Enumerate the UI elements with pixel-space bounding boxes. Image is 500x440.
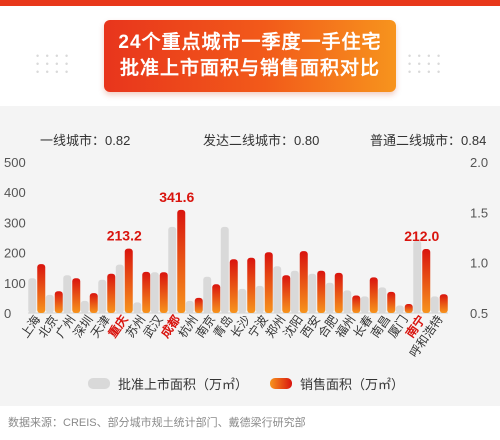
bar-sales-合肥: [334, 272, 343, 313]
legend-sales-label: 销售面积（万㎡）: [300, 377, 405, 392]
bar-sales-武汉: [159, 272, 168, 313]
bar-approved-长沙: [238, 288, 247, 313]
legend-approved-label: 批准上市面积（万㎡）: [118, 377, 249, 392]
summary-tier1: 一线城市：0.82: [40, 133, 131, 148]
bar-sales-天津: [107, 273, 116, 313]
top-accent-bar: [0, 0, 500, 6]
y-tick-label: 0: [4, 306, 11, 321]
bar-approved-天津: [98, 279, 107, 313]
bar-approved-北京: [45, 294, 54, 313]
bar-sales-青岛: [229, 259, 238, 313]
title-line-1: 24个重点城市一季度一手住宅: [118, 32, 382, 53]
bar-approved-重庆: [115, 264, 124, 313]
bar-approved-长春: [360, 296, 369, 313]
data-source-note: 数据来源：CREIS、部分城市规土统计部门、戴德梁行研究部: [8, 417, 306, 429]
bar-sales-北京: [54, 291, 63, 313]
bar-sales-西安: [317, 270, 326, 313]
data-label-重庆: 213.2: [107, 228, 142, 244]
summary-developed-tier2: 发达二线城市：0.80: [203, 133, 320, 148]
bar-sales-沈阳: [299, 251, 308, 313]
bar-approved-青岛: [220, 226, 229, 313]
bar-approved-合肥: [325, 282, 334, 313]
y2-tick-label: 0.5: [470, 306, 488, 321]
y-tick-label: 200: [4, 246, 26, 261]
bar-approved-福州: [343, 290, 352, 313]
bar-sales-福州: [352, 295, 361, 313]
bar-approved-南宁: [413, 240, 422, 313]
bar-sales-呼和浩特: [439, 294, 448, 313]
bar-approved-深圳: [80, 300, 89, 313]
decorative-dots-left: • • • • • • • • • • • •: [36, 51, 71, 77]
bar-sales-长春: [369, 277, 378, 313]
bar-approved-广州: [63, 275, 72, 313]
title-line-2: 批准上市面积与销售面积对比: [119, 58, 380, 79]
bar-sales-广州: [72, 278, 81, 313]
data-label-成都: 341.6: [159, 189, 194, 205]
bar-sales-成都: [177, 209, 186, 313]
legend-sales: 销售面积（万㎡）: [270, 374, 404, 393]
bar-approved-成都: [168, 226, 177, 313]
bar-sales-南京: [212, 284, 221, 313]
bar-sales-重庆: [124, 248, 133, 313]
bar-approved-杭州: [185, 300, 194, 313]
bar-sales-上海: [37, 264, 46, 313]
y2-tick-label: 1.5: [470, 205, 488, 220]
title-banner: 24个重点城市一季度一手住宅 批准上市面积与销售面积对比: [104, 20, 396, 92]
bar-sales-宁波: [264, 252, 273, 313]
legend-approved: 批准上市面积（万㎡）: [88, 374, 248, 393]
y2-tick-label: 1.0: [470, 256, 488, 271]
bar-approved-西安: [308, 273, 317, 313]
bar-sales-杭州: [194, 297, 203, 313]
bar-sales-苏州: [142, 271, 151, 313]
y2-tick-label: 2.0: [470, 155, 488, 170]
bar-sales-深圳: [89, 293, 98, 313]
bar-approved-沈阳: [290, 270, 299, 313]
summary-regular-tier2: 普通二线城市：0.84: [370, 133, 487, 148]
bar-sales-郑州: [282, 275, 291, 313]
bar-approved-呼和浩特: [430, 296, 439, 313]
bar-approved-宁波: [255, 285, 264, 313]
bar-approved-苏州: [133, 302, 142, 313]
legend-sales-swatch: [270, 378, 292, 389]
data-label-南宁: 212.0: [404, 228, 439, 244]
bar-approved-厦门: [395, 305, 404, 313]
decorative-dots-right: • • • • • • • • • • • •: [408, 51, 443, 77]
bar-approved-南京: [203, 276, 212, 313]
y-tick-label: 100: [4, 276, 26, 291]
y-tick-label: 300: [4, 215, 26, 230]
bar-sales-南昌: [387, 291, 396, 313]
bar-approved-郑州: [273, 266, 282, 313]
bar-approved-上海: [28, 278, 37, 313]
legend-approved-swatch: [88, 378, 110, 389]
bar-approved-南昌: [378, 287, 387, 313]
bar-sales-厦门: [404, 303, 413, 313]
bar-sales-南宁: [422, 248, 431, 313]
y-tick-label: 400: [4, 185, 26, 200]
y-tick-label: 500: [4, 155, 26, 170]
bar-approved-武汉: [150, 272, 159, 313]
bar-sales-长沙: [247, 257, 256, 313]
